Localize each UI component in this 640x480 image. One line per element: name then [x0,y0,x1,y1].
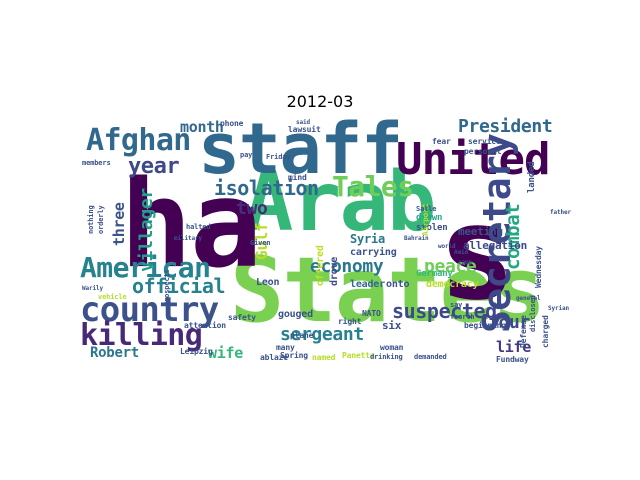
word-amid: Amid [454,249,468,256]
word-combat: combat [502,203,524,270]
word-pay: pay [240,151,253,159]
word-prospects: Prospects [163,269,171,306]
word-states: States [230,238,546,343]
word-mind: mind [288,173,307,182]
word-right: right [338,317,362,326]
word-camp: camp [458,259,472,266]
word-life: life [496,338,531,356]
word-four: four [488,312,530,333]
word-salle: Salle [416,205,437,213]
word-general: general [516,295,541,302]
word-six: six [382,319,402,332]
word-president: President [458,116,553,137]
figure-title: 2012-03 [286,92,354,111]
word-ablaze: ablaze [260,353,288,362]
word-nothing: nothing [87,205,95,234]
word-stolen: stolen [416,223,448,233]
word-arab: Arab [244,155,437,250]
word-sergeant: sergeant [280,324,364,345]
word-safety: safety [228,313,256,322]
word-lawsuit: lawsuit [288,125,321,134]
word-said: said [296,119,310,126]
word-defense: Defense [519,315,528,348]
word-demanded: demanded [414,353,447,361]
word-leader: leader [350,279,385,290]
word-peace: peace [424,256,477,277]
word-official: official [132,274,226,298]
word-leipzig: Leipzig [180,347,213,356]
word-s: s [438,177,516,329]
word-drawn: drawn [416,213,443,223]
word-villager: villager [136,188,157,272]
word-afghan: Afghan [86,123,191,158]
word-syria: Syria [350,232,385,246]
word-attention: attention [184,321,226,330]
word-country: country [80,290,219,330]
word-economy: economy [310,256,384,277]
word-landed: landed [527,161,537,193]
word-wednesday: Wednesday [534,246,543,288]
word-members: members [82,159,111,167]
word-carrying: carrying [350,247,397,258]
word-fear: fear [432,137,451,146]
word-year: year [128,154,180,179]
word-robert: Robert [90,345,139,361]
word-warily: Warily [82,285,103,292]
word-cloud: Arab States ha staff s United Secretary … [80,114,571,365]
word-syrian: Syrian [548,305,569,312]
word-father: father [550,209,571,216]
word-spring: Spring [280,351,308,360]
word-three: three [110,202,128,246]
word-personal: personal [464,147,502,156]
word-month: month [180,118,224,136]
word-given: Given [250,239,271,247]
word-panetta: Panetta [342,351,375,360]
word-nato: NATO [362,309,381,318]
word-american: American [80,251,211,284]
word-ha: ha [120,156,262,295]
word-onto: onto [386,279,410,290]
word-named: named [312,353,336,362]
word-two: two [236,198,268,219]
word-woman: woman [380,343,404,352]
word-charged: charged [541,315,550,348]
word-democracy: democracy [426,279,479,290]
word-halted: halted [186,223,211,231]
word-vehicle: vehicle [98,293,127,301]
word-germany: Germany [416,269,453,279]
word-tales: Tales [332,170,414,203]
word-offered: offered [315,245,326,286]
word-killing: killing [80,318,203,353]
word-bahrain: Bahrain [404,235,429,242]
word-drove: drove [329,256,340,286]
word-drinking: drinking [370,353,403,361]
word-staff: staff [198,108,403,190]
word-fundway: Fundway [496,355,529,364]
word-leon: Leon [256,277,280,288]
word-friday: Friday [266,153,291,161]
word-world: world [438,243,456,250]
word-orderly: orderly [97,205,105,234]
word-fourth: fourth [450,313,475,321]
word-isolation: isolation [214,176,319,200]
word-meeting: meeting [458,225,503,238]
word-gouged: gouged [278,309,313,320]
word-allegation: allegation [463,239,528,252]
word-united: United [396,134,551,185]
word-service: service [468,137,501,146]
word-beginning: beginning [464,321,506,330]
word-suspected: suspected [392,299,497,323]
word-plane: plane [290,331,314,340]
word-say: say [450,301,463,309]
word-wife: wife [208,344,243,362]
word-phone: phone [220,119,244,128]
word-military: military [174,235,202,242]
word-many: many [276,343,295,352]
